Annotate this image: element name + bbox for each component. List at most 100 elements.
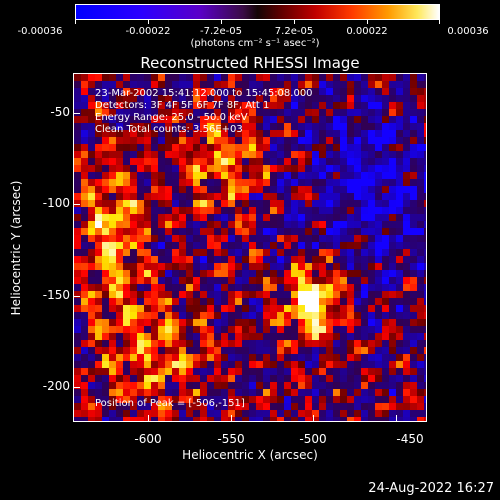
heatmap-pixel [333, 137, 341, 145]
heatmap-pixel [284, 256, 292, 264]
heatmap-pixel [172, 95, 180, 103]
heatmap-pixel [340, 207, 348, 215]
heatmap-pixel [144, 249, 152, 257]
heatmap-pixel [88, 333, 96, 341]
heatmap-pixel [179, 144, 187, 152]
heatmap-pixel [347, 396, 355, 404]
heatmap-pixel [270, 368, 278, 376]
heatmap-pixel [375, 179, 383, 187]
heatmap-pixel [417, 130, 425, 138]
heatmap-pixel [389, 193, 397, 201]
heatmap-pixel [291, 193, 299, 201]
heatmap-pixel [361, 417, 369, 421]
heatmap-pixel [333, 291, 341, 299]
heatmap-pixel [179, 417, 187, 421]
heatmap-pixel [270, 312, 278, 320]
heatmap-pixel [417, 88, 425, 96]
heatmap-pixel [193, 354, 201, 362]
heatmap-pixel [214, 284, 222, 292]
heatmap-pixel [81, 270, 89, 278]
heatmap-pixel [312, 130, 320, 138]
heatmap-pixel [270, 277, 278, 285]
heatmap-pixel [333, 417, 341, 421]
heatmap-pixel [326, 95, 334, 103]
heatmap-pixel [242, 319, 250, 327]
heatmap-pixel [347, 186, 355, 194]
y-tick [74, 113, 80, 114]
heatmap-pixel [424, 158, 426, 166]
heatmap-pixel [368, 396, 376, 404]
heatmap-pixel [340, 242, 348, 250]
heatmap-pixel [158, 165, 166, 173]
heatmap-pixel [354, 186, 362, 194]
heatmap-pixel [263, 333, 271, 341]
heatmap-pixel [228, 263, 236, 271]
heatmap-pixel [396, 88, 404, 96]
heatmap-pixel [347, 354, 355, 362]
heatmap-pixel [424, 410, 426, 418]
heatmap-pixel [123, 193, 131, 201]
heatmap-pixel [200, 74, 208, 82]
heatmap-pixel [417, 95, 425, 103]
heatmap-pixel [333, 242, 341, 250]
heatmap-pixel [375, 382, 383, 390]
heatmap-pixel [410, 165, 418, 173]
heatmap-pixel [354, 263, 362, 271]
heatmap-pixel [263, 305, 271, 313]
heatmap-pixel [424, 130, 426, 138]
heatmap-pixel [326, 214, 334, 222]
heatmap-pixel [298, 298, 306, 306]
heatmap-pixel [382, 347, 390, 355]
heatmap-pixel [200, 326, 208, 334]
heatmap-pixel [319, 256, 327, 264]
heatmap-pixel [123, 368, 131, 376]
heatmap-pixel [375, 312, 383, 320]
heatmap-pixel [340, 291, 348, 299]
heatmap-pixel [340, 151, 348, 159]
heatmap-pixel [200, 242, 208, 250]
heatmap-pixel [263, 326, 271, 334]
heatmap-pixel [130, 151, 138, 159]
heatmap-pixel [165, 130, 173, 138]
heatmap-pixel [179, 81, 187, 89]
heatmap-pixel [95, 361, 103, 369]
heatmap-pixel [319, 305, 327, 313]
heatmap-pixel [221, 326, 229, 334]
heatmap-pixel [214, 221, 222, 229]
heatmap-pixel [319, 221, 327, 229]
heatmap-pixel [172, 375, 180, 383]
heatmap-pixel [305, 382, 313, 390]
heatmap-pixel [95, 81, 103, 89]
heatmap-pixel [228, 88, 236, 96]
heatmap-pixel [277, 403, 285, 411]
heatmap-pixel [116, 270, 124, 278]
heatmap-pixel [193, 172, 201, 180]
heatmap-pixel [130, 291, 138, 299]
heatmap-pixel [95, 242, 103, 250]
heatmap-pixel [284, 74, 292, 82]
heatmap-pixel [298, 207, 306, 215]
heatmap-pixel [200, 417, 208, 421]
heatmap-pixel [116, 347, 124, 355]
heatmap-pixel [277, 193, 285, 201]
heatmap-pixel [200, 88, 208, 96]
heatmap-pixel [123, 137, 131, 145]
heatmap-pixel [382, 298, 390, 306]
heatmap-pixel [102, 221, 110, 229]
heatmap-pixel [319, 200, 327, 208]
heatmap-pixel [305, 326, 313, 334]
heatmap-pixel [207, 123, 215, 131]
heatmap-pixel [396, 137, 404, 145]
heatmap-pixel [74, 144, 82, 152]
heatmap-pixel [291, 263, 299, 271]
heatmap-pixel [424, 116, 426, 124]
heatmap-pixel [172, 305, 180, 313]
heatmap-pixel [102, 347, 110, 355]
heatmap-pixel [333, 263, 341, 271]
heatmap [74, 74, 426, 421]
heatmap-pixel [354, 249, 362, 257]
heatmap-pixel [333, 410, 341, 418]
heatmap-pixel [340, 88, 348, 96]
heatmap-pixel [326, 172, 334, 180]
heatmap-pixel [179, 319, 187, 327]
